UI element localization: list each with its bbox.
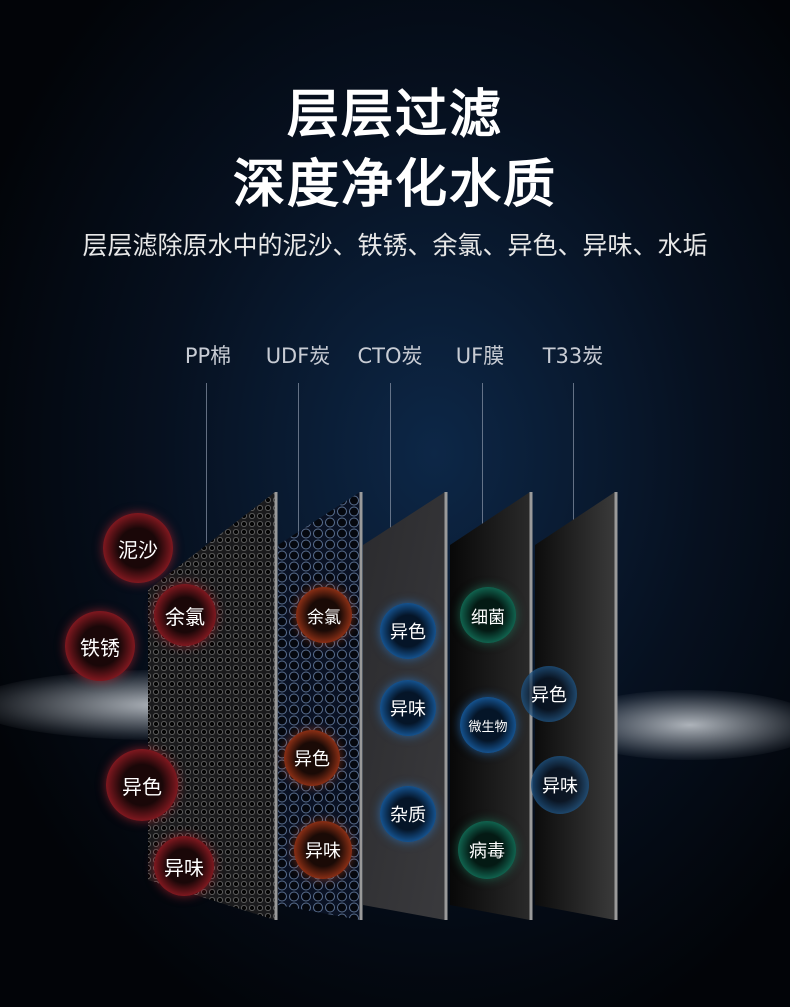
- leader-line: [298, 383, 299, 543]
- leader-line: [573, 383, 574, 543]
- contaminant-badge: 异色: [106, 749, 178, 821]
- contaminant-badge: 病毒: [458, 821, 516, 879]
- layer-label-cto: CTO炭: [357, 344, 423, 368]
- contaminant-badge: 异味: [294, 821, 352, 879]
- leader-line: [206, 383, 207, 543]
- leader-line: [482, 383, 483, 543]
- contaminant-badge: 异味: [531, 756, 589, 814]
- contaminant-badge: 异味: [380, 680, 436, 736]
- contaminant-badge: 余氯: [154, 584, 216, 646]
- leader-line: [390, 383, 391, 543]
- headline-line-2: 深度净化水质: [232, 155, 557, 215]
- contaminant-badge: 异色: [380, 603, 436, 659]
- contaminant-badge: 余氯: [296, 587, 352, 643]
- subtitle: 层层滤除原水中的泥沙、铁锈、余氯、异色、异味、水垢: [82, 231, 708, 260]
- contaminant-badge: 泥沙: [103, 513, 173, 583]
- contaminant-badge: 细菌: [460, 587, 516, 643]
- layer-label-udf: UDF炭: [265, 344, 331, 368]
- contaminant-badge: 异色: [284, 730, 340, 786]
- contaminant-badge: 异味: [154, 836, 214, 896]
- contaminant-badge: 微生物: [460, 697, 516, 753]
- layer-label-pp: PP棉: [184, 344, 232, 368]
- contaminant-badge: 异色: [521, 666, 577, 722]
- contaminant-badge: 杂质: [380, 786, 436, 842]
- layer-label-t33: T33炭: [542, 344, 604, 368]
- headline-line-1: 层层过滤: [286, 85, 503, 145]
- layer-label-uf: UF膜: [455, 344, 505, 368]
- contaminant-badge: 铁锈: [65, 611, 135, 681]
